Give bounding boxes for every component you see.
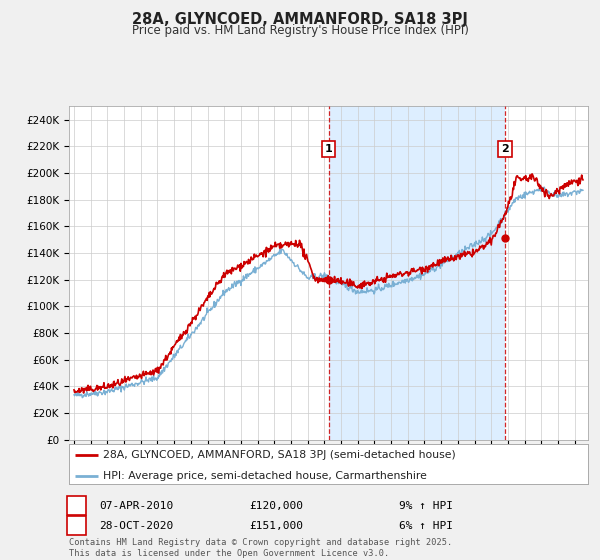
Text: 1: 1 bbox=[325, 144, 333, 154]
Text: Contains HM Land Registry data © Crown copyright and database right 2025.
This d: Contains HM Land Registry data © Crown c… bbox=[69, 538, 452, 558]
Text: 28A, GLYNCOED, AMMANFORD, SA18 3PJ: 28A, GLYNCOED, AMMANFORD, SA18 3PJ bbox=[132, 12, 468, 27]
Text: Price paid vs. HM Land Registry's House Price Index (HPI): Price paid vs. HM Land Registry's House … bbox=[131, 24, 469, 36]
Text: 28-OCT-2020: 28-OCT-2020 bbox=[99, 521, 173, 531]
Bar bbox=[329, 106, 505, 440]
Text: 6% ↑ HPI: 6% ↑ HPI bbox=[399, 521, 453, 531]
Text: £151,000: £151,000 bbox=[249, 521, 303, 531]
Text: 2: 2 bbox=[501, 144, 509, 154]
Text: 9% ↑ HPI: 9% ↑ HPI bbox=[399, 501, 453, 511]
Text: £120,000: £120,000 bbox=[249, 501, 303, 511]
Text: 28A, GLYNCOED, AMMANFORD, SA18 3PJ (semi-detached house): 28A, GLYNCOED, AMMANFORD, SA18 3PJ (semi… bbox=[103, 450, 455, 460]
Text: 07-APR-2010: 07-APR-2010 bbox=[99, 501, 173, 511]
Text: HPI: Average price, semi-detached house, Carmarthenshire: HPI: Average price, semi-detached house,… bbox=[103, 470, 427, 480]
Text: 2: 2 bbox=[73, 521, 80, 531]
Text: 1: 1 bbox=[73, 501, 80, 511]
